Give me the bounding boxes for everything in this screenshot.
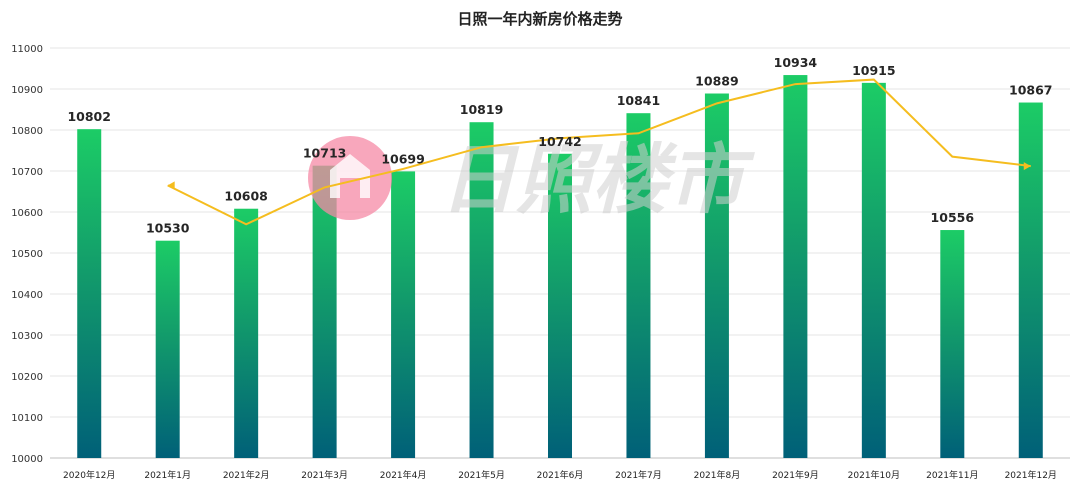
y-tick-label: 10200 <box>11 372 43 383</box>
y-tick-label: 10500 <box>11 249 43 260</box>
x-tick-label: 2021年3月 <box>301 469 348 481</box>
watermark-text: 日照楼市 <box>440 135 755 224</box>
bar <box>469 122 494 459</box>
y-tick-label: 11000 <box>11 44 43 55</box>
y-tick-label: 10100 <box>11 413 43 424</box>
y-tick-label: 10600 <box>11 208 43 219</box>
data-label: 10867 <box>1009 83 1053 98</box>
x-tick-label: 2021年7月 <box>615 469 662 481</box>
x-tick-label: 2021年6月 <box>537 469 584 481</box>
data-label: 10742 <box>538 134 582 149</box>
bar <box>234 208 259 458</box>
trend-arrow <box>1023 162 1031 171</box>
trend-line <box>167 78 1031 226</box>
x-tick-label: 2021年1月 <box>144 469 191 481</box>
x-tick-label: 2021年4月 <box>380 469 427 481</box>
data-label: 10802 <box>67 109 111 124</box>
bar <box>548 153 572 458</box>
bar <box>77 129 102 458</box>
x-tick-label: 2021年8月 <box>694 469 741 481</box>
bar <box>391 171 416 458</box>
data-label: 10934 <box>774 55 818 70</box>
bar <box>861 82 886 458</box>
x-tick-label: 2021年2月 <box>223 469 270 481</box>
x-tick-label: 2021年11月 <box>926 469 978 481</box>
y-tick-label: 10000 <box>11 454 43 465</box>
data-label: 10556 <box>931 210 975 225</box>
y-tick-label: 10900 <box>11 85 43 96</box>
chart-title: 日照一年内新房价格走势 <box>457 10 623 28</box>
y-tick-label: 10300 <box>11 331 43 342</box>
trend-arrow <box>167 181 175 190</box>
data-label: 10889 <box>695 74 739 89</box>
data-label: 10699 <box>381 151 425 166</box>
bar <box>1018 102 1043 458</box>
x-tick-label: 2021年9月 <box>772 469 819 481</box>
bar <box>783 75 808 458</box>
house-icon <box>330 154 370 198</box>
x-tick-label: 2021年10月 <box>848 469 900 481</box>
data-label: 10713 <box>303 146 347 161</box>
bar <box>940 230 965 458</box>
watermark: 日照楼市 <box>308 135 755 224</box>
data-label: 10608 <box>224 189 268 204</box>
x-tick-label: 2021年12月 <box>1005 469 1057 481</box>
data-label: 10915 <box>852 63 896 78</box>
bar <box>626 113 651 458</box>
y-tick-label: 10800 <box>11 126 43 137</box>
data-label: 10530 <box>146 221 190 236</box>
data-label: 10841 <box>617 93 661 108</box>
bar <box>704 93 729 458</box>
bar <box>155 240 180 458</box>
x-tick-label: 2021年5月 <box>458 469 505 481</box>
y-tick-label: 10700 <box>11 167 43 178</box>
x-tick-label: 2020年12月 <box>63 469 115 481</box>
data-label: 10819 <box>460 102 504 117</box>
y-tick-label: 10400 <box>11 290 43 301</box>
